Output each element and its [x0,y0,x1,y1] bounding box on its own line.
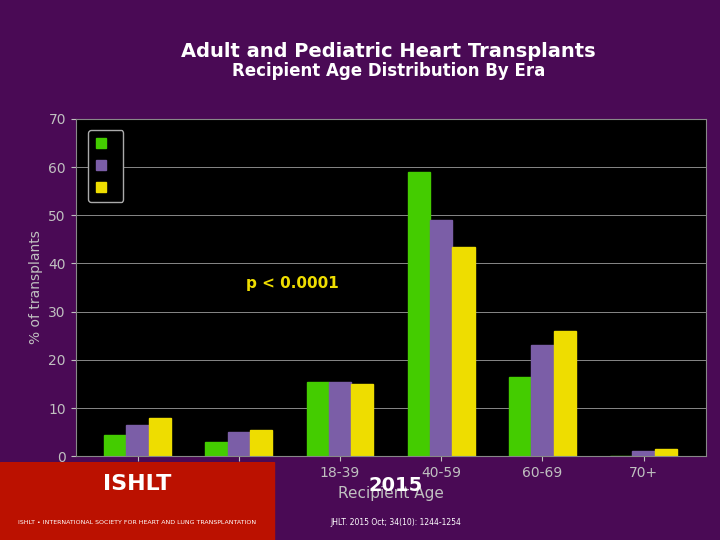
Text: p < 0.0001: p < 0.0001 [246,275,338,291]
Bar [307,382,329,456]
Bar [408,172,430,456]
Bar [632,451,654,456]
Bar [509,377,531,456]
Bar [0,462,274,540]
Text: ISHLT • INTERNATIONAL SOCIETY FOR HEART AND LUNG TRANSPLANTATION: ISHLT • INTERNATIONAL SOCIETY FOR HEART … [18,520,256,525]
Text: JHLT. 2015 Oct; 34(10): 1244-1254: JHLT. 2015 Oct; 34(10): 1244-1254 [330,518,462,527]
Bar [205,442,228,456]
Text: ISHLT: ISHLT [103,474,171,494]
Bar [430,220,452,456]
Bar [329,382,351,456]
Text: 2015: 2015 [369,476,423,495]
Bar [351,384,374,456]
Bar [654,449,677,456]
Y-axis label: % of transplants: % of transplants [29,231,42,345]
Bar [149,418,171,456]
Text: Recipient Age Distribution By Era: Recipient Age Distribution By Era [232,62,546,80]
Bar [531,346,554,456]
X-axis label: Recipient Age: Recipient Age [338,485,444,501]
Bar [452,247,474,456]
Bar [554,331,576,456]
Bar [104,435,127,456]
Text: Adult and Pediatric Heart Transplants: Adult and Pediatric Heart Transplants [181,42,596,61]
Bar [250,430,272,456]
Legend: , , : , , [88,130,123,201]
Bar [127,425,149,456]
Bar [228,432,250,456]
